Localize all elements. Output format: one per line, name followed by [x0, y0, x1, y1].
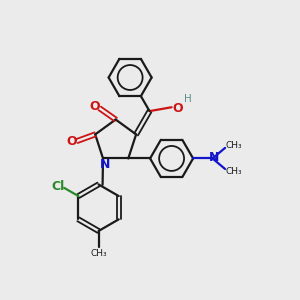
Text: O: O: [173, 102, 184, 115]
Text: Cl: Cl: [51, 180, 64, 193]
Text: CH₃: CH₃: [91, 250, 107, 259]
Text: CH₃: CH₃: [225, 141, 242, 150]
Text: H: H: [184, 94, 192, 104]
Text: N: N: [100, 158, 111, 171]
Text: CH₃: CH₃: [225, 167, 242, 176]
Text: O: O: [66, 134, 77, 148]
Text: N: N: [209, 151, 220, 164]
Text: O: O: [89, 100, 100, 113]
